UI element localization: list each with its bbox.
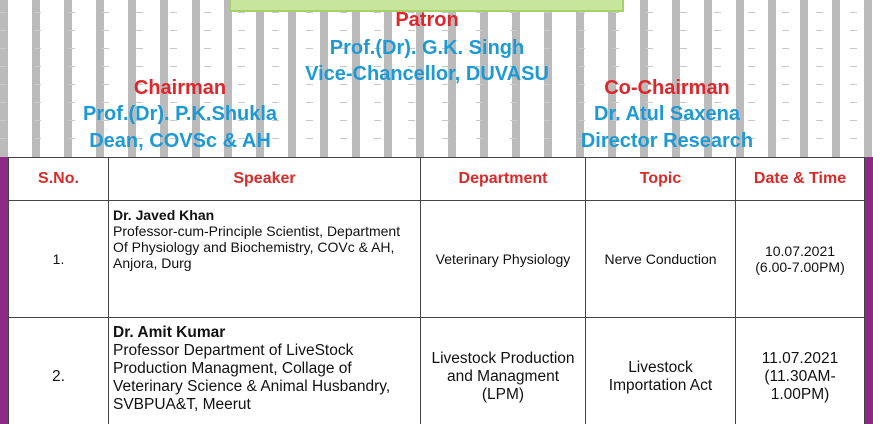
speaker-details: Professor-cum-Principle Scientist, Depar… (113, 223, 401, 271)
chairman-role: Chairman (133, 77, 227, 99)
topic: Nerve Conduction (585, 200, 736, 318)
column-header: Speaker (108, 157, 421, 201)
co-chairman-role: Co-Chairman (604, 77, 730, 99)
speaker-name: Dr. Javed Khan (113, 207, 215, 223)
topic: Livestock Importation Act (585, 317, 736, 424)
chairman-name: Prof.(Dr). P.K.Shukla (82, 103, 278, 125)
column-header: Department (420, 157, 586, 201)
time: (11.30AM-1.00PM) (764, 368, 836, 403)
co-chairman-name: Dr. Atul Saxena (594, 103, 740, 125)
chairman-title: Dean, COVSc & AH (89, 130, 271, 152)
department: Livestock Production and Managment (LPM) (420, 317, 586, 424)
co-chairman-title: Director Research (580, 130, 754, 152)
schedule-table: S.No. Speaker Department Topic Date & Time 1… (0, 157, 873, 424)
date: 11.07.2021 (761, 350, 839, 367)
date-time-cell: 10.07.2021 (6.00-7.00PM) (735, 200, 865, 318)
date: 10.07.2021 (764, 243, 836, 259)
patron-role: Patron (395, 9, 459, 31)
column-header: Date & Time (735, 157, 865, 201)
speaker-details: Professor Department of LiveStock Produc… (113, 342, 391, 413)
patron-title: Vice-Chancellor, DUVASU (305, 63, 549, 85)
department: Veterinary Physiology (420, 200, 586, 318)
speaker-cell: Dr. Javed Khan Professor-cum-Principle Sc… (108, 200, 421, 318)
serial-number: 1. (8, 200, 109, 318)
table-row: 2. Dr. Amit Kumar Professor Department of … (8, 317, 865, 424)
table-row: 1. Dr. Javed Khan Professor-cum-Principle … (8, 200, 865, 318)
time: (6.00-7.00PM) (755, 259, 845, 275)
date-time-cell: 11.07.2021 (11.30AM-1.00PM) (735, 317, 865, 424)
speaker-cell: Dr. Amit Kumar Professor Department of Li… (108, 317, 421, 424)
speaker-name: Dr. Amit Kumar (113, 324, 226, 341)
title-banner (229, 0, 624, 12)
column-header: S.No. (8, 157, 109, 201)
column-header: Topic (585, 157, 736, 201)
serial-number: 2. (8, 317, 109, 424)
patron-name: Prof.(Dr). G.K. Singh (329, 37, 525, 59)
